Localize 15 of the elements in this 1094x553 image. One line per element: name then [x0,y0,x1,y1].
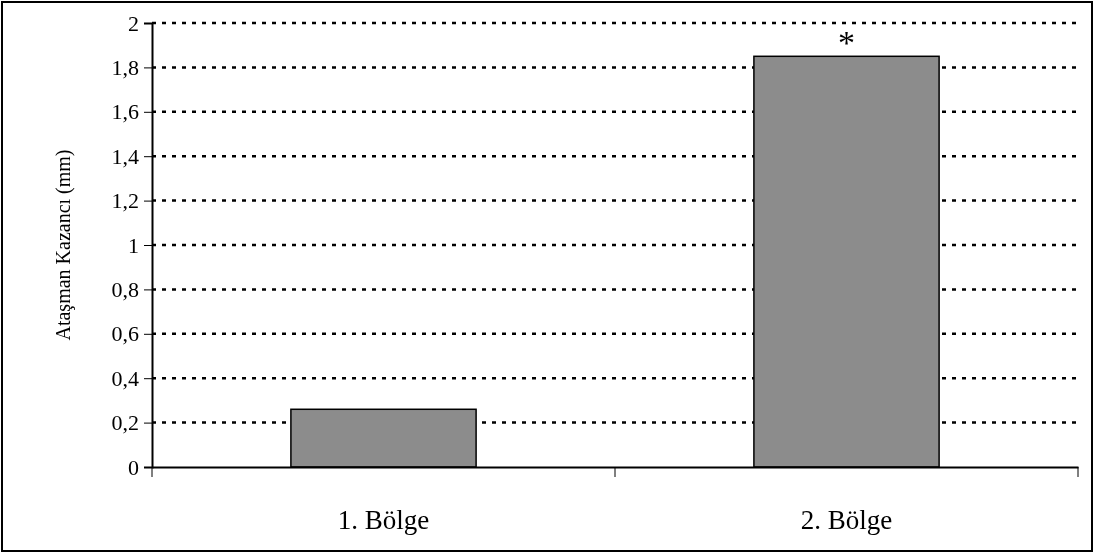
y-tick-label: 0,6 [111,321,139,347]
y-tick-label: 1 [128,232,139,258]
y-tick-label: 1,2 [111,188,139,214]
y-tick-label: 2 [128,10,139,36]
y-tick-label: 0,4 [111,365,139,391]
y-tick-label: 1,8 [111,54,139,80]
x-tick-label: 1. Bölge [337,505,430,536]
x-tick-label: 2. Bölge [800,505,893,536]
y-tick-label: 0,8 [111,276,139,302]
y-tick-label: 1,4 [111,143,139,169]
y-axis-title: Ataşman Kazancı (mm) [52,149,75,341]
y-tick-label: 0,2 [111,410,139,436]
annotation: * [838,24,855,62]
y-tick-label: 1,6 [111,99,139,125]
y-tick-label: 0 [128,454,139,480]
